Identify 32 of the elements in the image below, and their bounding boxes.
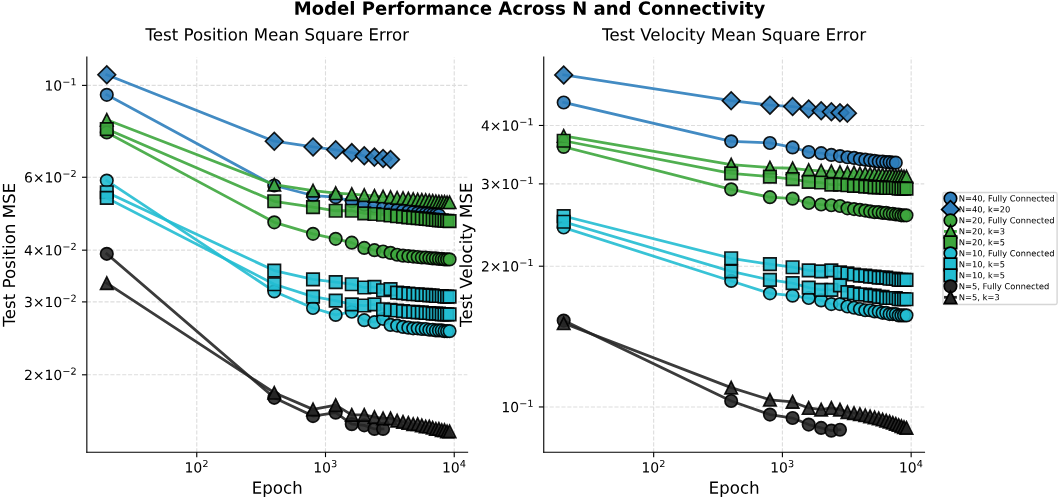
- text: Model Performance Across N and Connectivity: [295, 0, 765, 19]
- chart-subtitle: Test Position Mean Square Error: [145, 27, 410, 44]
- chart-subtitle: Test Velocity Mean Square Error: [602, 27, 867, 44]
- x-tick-label: 10$^{3}$: [771, 459, 794, 473]
- y-tick-label: 3×10$^{−1}$: [482, 176, 533, 190]
- legend-label: N=10, k=5: [959, 271, 1005, 280]
- y-tick-label: 2×10$^{−2}$: [25, 367, 76, 381]
- x-axis-title: Epoch: [253, 480, 302, 497]
- y-axis-title: Test Position MSE: [2, 183, 16, 327]
- legend-label: N=20, Fully Connected: [959, 217, 1054, 226]
- y-tick-label: 10$^{−1}$: [46, 78, 76, 91]
- y-tick-label: 6×10$^{−2}$: [25, 169, 76, 183]
- x-axis-title: Epoch: [710, 480, 759, 497]
- x-tick-label: 10$^{2}$: [642, 459, 665, 473]
- y-tick-label: 4×10$^{−2}$: [24, 242, 76, 256]
- x-tick-label: 10$^{4}$: [443, 460, 466, 473]
- x-tick-label: 10$^{3}$: [314, 459, 337, 473]
- legend-label: N=40, Fully Connected: [959, 195, 1054, 204]
- legend-label: N=5, k=3: [959, 293, 1000, 302]
- legend-label: N=20, k=5: [959, 238, 1005, 247]
- legend-label: N=40, k=20: [959, 206, 1010, 214]
- legend-label: N=10, Fully Connected: [959, 249, 1054, 259]
- y-axis-title: Test Velocity MSE: [459, 183, 476, 327]
- y-tick-label: 3×10$^{−2}$: [25, 294, 76, 308]
- legend-label: N=5, Fully Connected: [959, 282, 1049, 291]
- y-tick-label: 10$^{−1}$: [502, 399, 533, 413]
- y-tick-label: 4×10$^{−1}$: [481, 118, 533, 131]
- y-tick-label: 2×10$^{−1}$: [481, 258, 533, 272]
- legend-label: N=20, k=3: [959, 227, 1005, 236]
- legend-label: N=10, k=5: [959, 260, 1005, 269]
- x-tick-label: 10$^{4}$: [900, 460, 923, 473]
- x-tick-label: 10$^{2}$: [186, 459, 208, 473]
